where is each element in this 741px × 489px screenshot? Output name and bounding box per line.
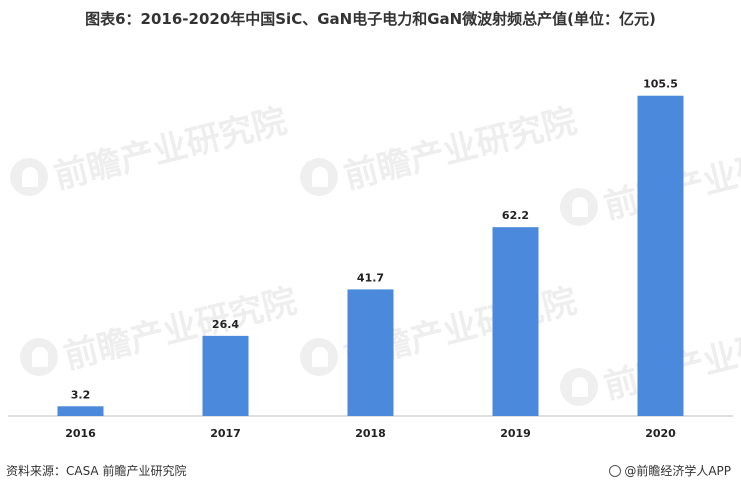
x-tick-label-2018: 2018	[355, 427, 386, 440]
data-label-2016: 3.2	[71, 388, 91, 401]
bar-2017	[202, 335, 249, 416]
bar-2019	[492, 227, 539, 416]
source-note: 资料来源：CASA 前瞻产业研究院	[6, 464, 187, 478]
brand-credit-text: @前瞻经济学人APP	[624, 464, 731, 478]
data-label-2019: 62.2	[502, 209, 529, 222]
x-tick-label-2020: 2020	[645, 427, 676, 440]
bar-2018	[347, 289, 394, 416]
data-label-2020: 105.5	[643, 78, 678, 91]
brand-logo-icon	[609, 465, 622, 477]
data-label-2017: 26.4	[212, 318, 239, 331]
chart-title: 图表6：2016-2020年中国SiC、GaN电子电力和GaN微波射频总产值(单…	[85, 10, 656, 28]
brand-credit: @前瞻经济学人APP	[609, 462, 731, 479]
x-tick-label-2016: 2016	[65, 427, 96, 440]
data-label-2018: 41.7	[357, 271, 384, 284]
bar-2020	[637, 95, 684, 416]
x-tick-label-2019: 2019	[500, 427, 531, 440]
bar-2016	[57, 406, 104, 416]
x-tick-label-2017: 2017	[210, 427, 241, 440]
